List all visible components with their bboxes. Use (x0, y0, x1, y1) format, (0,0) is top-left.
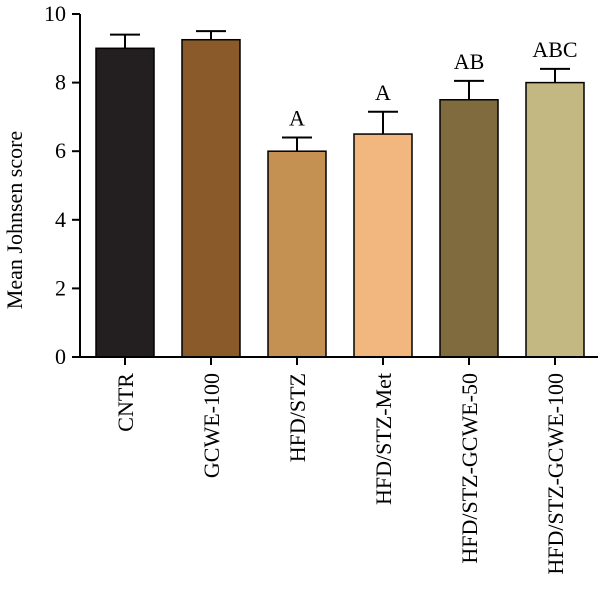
x-category-label: GCWE-100 (199, 373, 224, 478)
x-category-label: HFD/STZ-Met (371, 373, 396, 505)
significance-label: ABC (532, 37, 577, 62)
x-axis: CNTR GCWE-100 HFD/STZ HFD/STZ-Met HFD/STZ-GC… (80, 356, 598, 575)
bar (95, 47, 155, 358)
significance-label: AB (454, 49, 485, 74)
significance-label: A (289, 105, 305, 130)
bars: A A AB ABC (95, 30, 585, 358)
x-category-label: HFD/STZ-GCWE-100 (543, 373, 568, 575)
y-tick-label: 10 (44, 1, 66, 26)
x-category-label: HFD/STZ (285, 373, 310, 462)
y-axis: 0 2 4 6 8 10 (44, 1, 81, 369)
bar (267, 150, 327, 358)
bar (353, 133, 413, 358)
y-tick-label: 6 (55, 138, 66, 163)
bar (525, 81, 585, 358)
significance-label: A (375, 80, 391, 105)
y-tick-label: 4 (55, 207, 66, 232)
y-tick-label: 0 (55, 344, 66, 369)
x-category-label: CNTR (113, 373, 138, 432)
y-tick-label: 2 (55, 275, 66, 300)
y-axis-title: Mean Johnsen score (2, 131, 27, 309)
bar (181, 38, 241, 358)
x-category-label: HFD/STZ-GCWE-50 (457, 373, 482, 564)
bar (439, 99, 499, 358)
y-tick-label: 8 (55, 70, 66, 95)
